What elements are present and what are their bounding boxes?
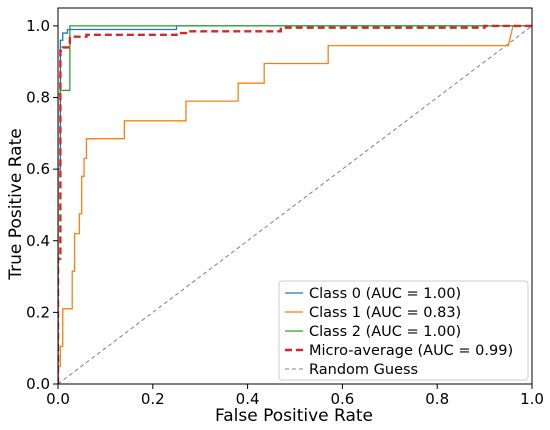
legend-label: Random Guess (309, 362, 418, 378)
legend-box (278, 280, 529, 381)
y-tick-label: 0.8 (26, 89, 50, 107)
series-line-1 (58, 25, 532, 384)
x-tick-label: 0.0 (46, 390, 70, 408)
y-tick-label: 0.4 (26, 232, 50, 250)
x-tick-label: 0.8 (425, 390, 449, 408)
y-tick-label: 0.0 (26, 375, 50, 393)
axes: 0.0 0.2 0.4 0.6 0.8 1.0 0.0 0.2 0.4 0.6 0.8 1.0 (26, 7, 544, 408)
plot-area (58, 24, 532, 384)
x-tick-label: 0.2 (141, 390, 165, 408)
x-tick-label: 0.4 (236, 390, 260, 408)
axes-frame (57, 7, 533, 385)
y-tick-label: 1.0 (26, 17, 50, 35)
legend-label: Class 0 (AUC = 1.00) (309, 286, 461, 302)
legend: Class 0 (AUC = 1.00) Class 1 (AUC = 0.83)… (278, 280, 529, 381)
series-line-4 (58, 25, 532, 384)
legend-label: Class 1 (AUC = 0.83) (309, 305, 461, 321)
series-line-0 (58, 25, 532, 384)
y-axis-label: True Positive Rate (6, 128, 26, 280)
x-tick-label: 0.6 (330, 390, 354, 408)
y-tick-label: 0.2 (26, 303, 50, 321)
y-tick-label: 0.6 (26, 160, 50, 178)
series-line-3 (58, 24, 532, 384)
x-tick-label: 1.0 (520, 390, 544, 408)
series-line-2 (58, 25, 532, 384)
legend-label: Class 2 (AUC = 1.00) (309, 324, 461, 340)
x-axis-label: False Positive Rate (215, 406, 373, 426)
legend-label: Micro-average (AUC = 0.99) (309, 343, 513, 359)
